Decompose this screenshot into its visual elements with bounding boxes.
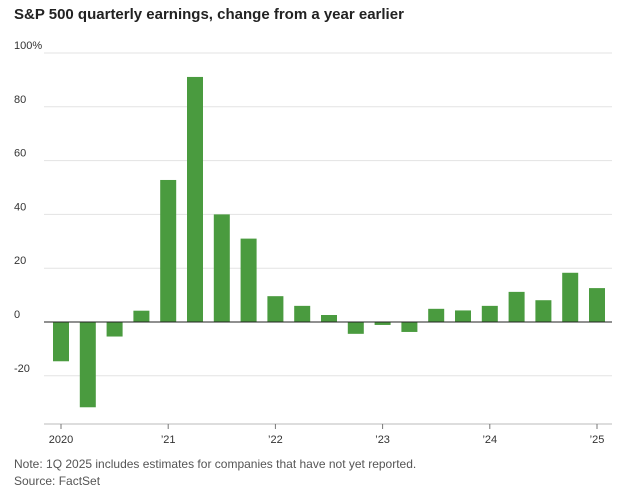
bar-3Q21 — [213, 214, 230, 322]
y-axis-labels: -20 0 20 40 60 80 100% — [14, 40, 42, 375]
bar-1Q21 — [160, 179, 177, 322]
x-tick-label: ’23 — [375, 434, 390, 446]
x-tick-label: ’22 — [268, 434, 283, 446]
y-tick-label: 60 — [14, 148, 26, 160]
bars — [53, 76, 605, 408]
bar-2Q23 — [401, 322, 418, 332]
y-tick-label: 40 — [14, 201, 26, 213]
y-tick-label: 80 — [14, 94, 26, 106]
bar-2Q21 — [187, 76, 203, 322]
bar-4Q21 — [240, 238, 257, 322]
gridlines — [44, 52, 612, 377]
bar-4Q24 — [562, 272, 579, 322]
bar-2Q20 — [79, 322, 96, 408]
chart-source: Source: FactSet — [14, 474, 101, 488]
bar-3Q23 — [428, 308, 445, 322]
x-tick-label: ’24 — [482, 434, 497, 446]
y-tick-label: 20 — [14, 255, 26, 267]
bar-1Q20 — [53, 322, 69, 362]
y-tick-label: 0 — [14, 309, 20, 321]
bar-2Q24 — [508, 291, 525, 322]
bar-4Q23 — [455, 310, 471, 322]
bar-1Q25 — [589, 288, 605, 322]
bar-2Q22 — [294, 305, 311, 322]
x-axis — [44, 321, 612, 429]
x-tick-label: 2020 — [49, 434, 73, 446]
x-tick-label: ’25 — [590, 434, 605, 446]
bar-4Q22 — [347, 322, 364, 334]
bar-1Q23 — [374, 322, 391, 325]
bar-1Q22 — [267, 296, 284, 322]
bar-3Q24 — [535, 300, 552, 322]
y-tick-label: -20 — [14, 363, 30, 375]
bar-3Q20 — [106, 322, 123, 337]
bar-4Q20 — [133, 310, 150, 322]
x-tick-label: ’21 — [161, 434, 176, 446]
chart-note: Note: 1Q 2025 includes estimates for com… — [14, 457, 417, 471]
bar-3Q22 — [321, 315, 337, 322]
y-tick-label: 100% — [14, 40, 42, 52]
x-axis-labels: 2020 ’21 ’22 ’23 ’24 ’25 — [49, 434, 605, 446]
chart-title: S&P 500 quarterly earnings, change from … — [14, 6, 404, 23]
bar-1Q24 — [481, 305, 498, 322]
